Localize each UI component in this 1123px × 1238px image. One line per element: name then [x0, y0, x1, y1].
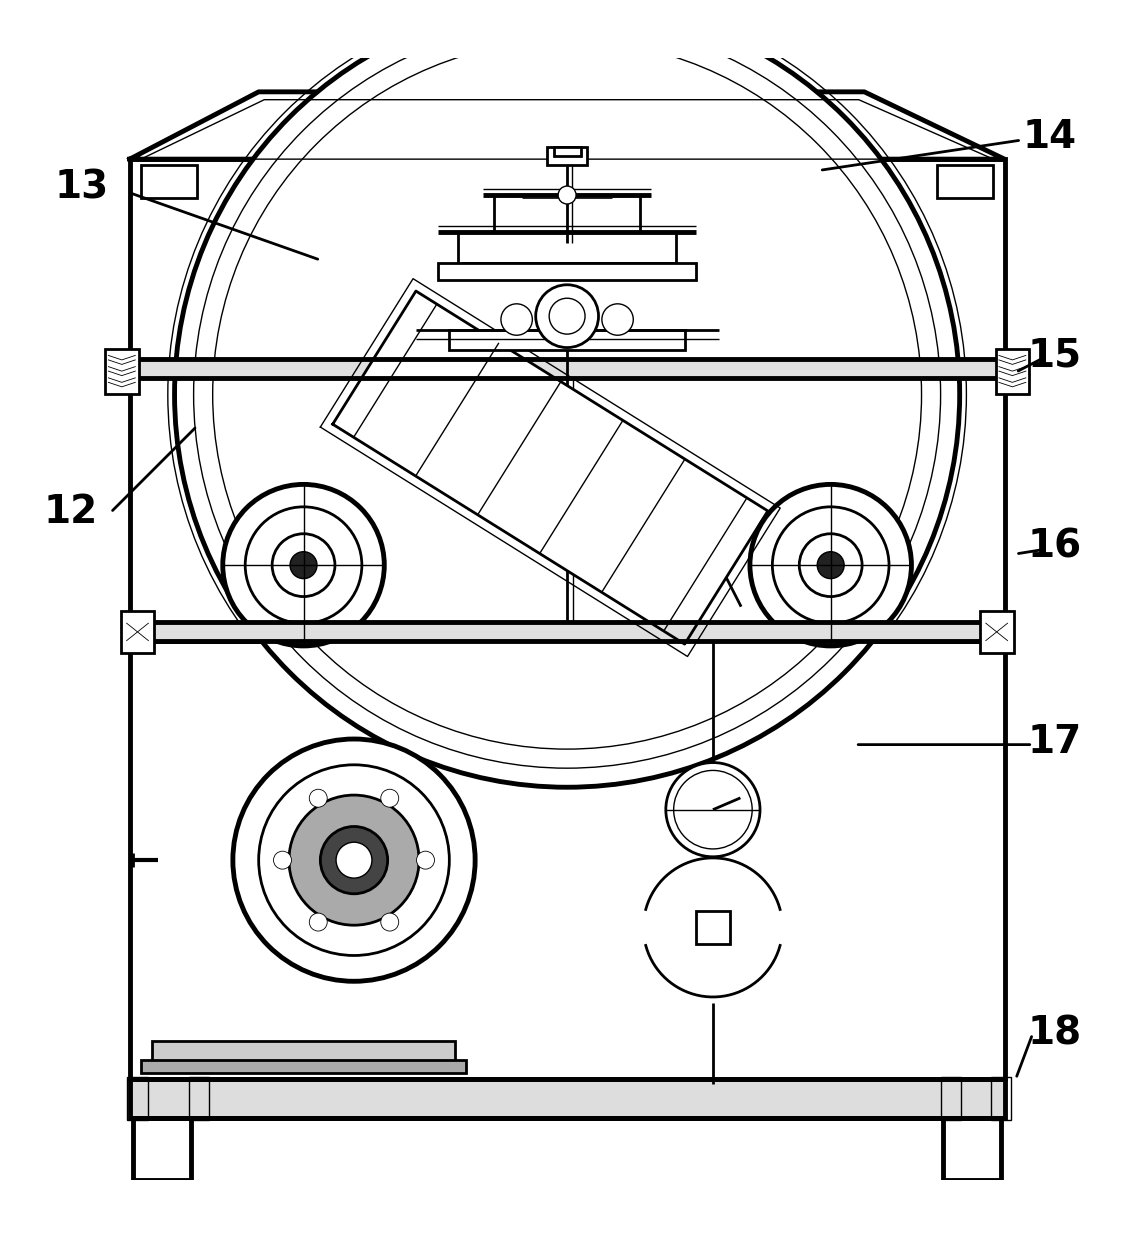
Bar — [554, 147, 581, 156]
Polygon shape — [129, 92, 1005, 160]
Polygon shape — [332, 291, 768, 644]
Circle shape — [800, 534, 862, 597]
Bar — [449, 329, 685, 350]
Circle shape — [549, 298, 585, 334]
Circle shape — [167, 0, 967, 794]
Bar — [938, 165, 994, 198]
Bar — [127, 1077, 147, 1120]
Bar — [996, 349, 1029, 394]
Text: 17: 17 — [1028, 723, 1083, 761]
Bar — [120, 612, 154, 652]
Bar — [140, 1060, 466, 1073]
Circle shape — [336, 842, 372, 878]
Text: 15: 15 — [1028, 337, 1083, 374]
Bar — [941, 1077, 961, 1120]
Circle shape — [274, 852, 292, 869]
Circle shape — [773, 506, 889, 624]
Bar — [189, 1077, 209, 1120]
Bar — [129, 359, 1005, 378]
Circle shape — [258, 765, 449, 956]
Circle shape — [309, 790, 327, 807]
Bar — [992, 1077, 1012, 1120]
Text: 12: 12 — [43, 494, 98, 531]
Text: 14: 14 — [1022, 118, 1077, 156]
Bar — [129, 641, 1005, 1078]
Circle shape — [222, 484, 384, 646]
Circle shape — [417, 852, 435, 869]
Circle shape — [750, 484, 912, 646]
Circle shape — [818, 552, 844, 578]
Circle shape — [289, 795, 419, 925]
Circle shape — [536, 285, 599, 348]
Circle shape — [666, 763, 760, 857]
Bar — [129, 160, 1005, 641]
Bar — [129, 1078, 1005, 1118]
Bar — [152, 1041, 455, 1066]
Bar — [129, 623, 1005, 641]
Bar — [140, 165, 197, 198]
Text: 18: 18 — [1028, 1015, 1083, 1054]
Bar — [106, 349, 138, 394]
Circle shape — [381, 914, 399, 931]
Bar — [129, 160, 1005, 641]
Bar — [438, 264, 696, 280]
Circle shape — [320, 827, 387, 894]
Circle shape — [309, 914, 327, 931]
Circle shape — [558, 186, 576, 204]
Circle shape — [245, 506, 362, 624]
Circle shape — [174, 2, 960, 787]
Circle shape — [290, 552, 317, 578]
Circle shape — [674, 770, 752, 849]
Bar — [696, 911, 730, 945]
Circle shape — [232, 739, 475, 982]
Circle shape — [272, 534, 335, 597]
Circle shape — [381, 790, 399, 807]
Bar — [980, 612, 1014, 652]
Bar — [547, 147, 587, 165]
Circle shape — [501, 303, 532, 335]
Text: 13: 13 — [54, 168, 109, 207]
Circle shape — [602, 303, 633, 335]
Text: 16: 16 — [1028, 527, 1083, 565]
